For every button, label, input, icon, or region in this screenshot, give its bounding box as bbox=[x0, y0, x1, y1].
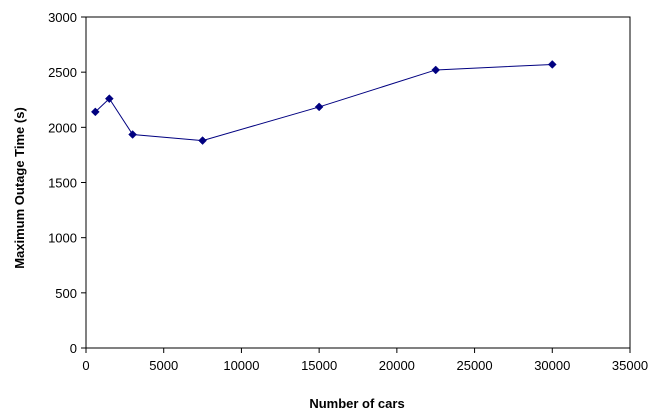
data-point-marker bbox=[431, 65, 441, 75]
data-point-marker bbox=[198, 136, 207, 145]
series-line bbox=[94, 63, 553, 142]
x-tick-label: 5000 bbox=[149, 358, 178, 373]
x-tick-label: 0 bbox=[82, 358, 89, 373]
y-axis-ticks: 0 500 1000 1500 2000 2500 3000 bbox=[48, 10, 86, 356]
x-tick-label: 10000 bbox=[223, 358, 259, 373]
y-tick-label: 2000 bbox=[48, 120, 77, 135]
x-axis-ticks: 0 5000 10000 15000 20000 25000 30000 35000 bbox=[82, 348, 648, 373]
data-point-marker bbox=[128, 130, 137, 139]
y-tick-label: 3000 bbox=[48, 10, 77, 25]
series-layer bbox=[90, 60, 557, 145]
y-tick-label: 1000 bbox=[48, 231, 77, 246]
y-tick-label: 1500 bbox=[48, 176, 77, 191]
x-tick-label: 35000 bbox=[612, 358, 648, 373]
x-tick-label: 20000 bbox=[379, 358, 415, 373]
x-tick-label: 15000 bbox=[301, 358, 337, 373]
y-tick-label: 2500 bbox=[48, 65, 77, 80]
data-point-marker bbox=[547, 60, 557, 69]
data-point-marker bbox=[90, 107, 100, 117]
data-point-marker bbox=[314, 102, 324, 112]
x-axis-title: Number of cars bbox=[309, 396, 404, 411]
data-point-marker bbox=[104, 94, 114, 104]
y-tick-label: 500 bbox=[55, 286, 77, 301]
x-tick-label: 25000 bbox=[456, 358, 492, 373]
y-axis-title: Maximum Outage Time (s) bbox=[12, 107, 27, 269]
y-tick-label: 0 bbox=[70, 341, 77, 356]
plot-area-frame bbox=[85, 16, 631, 349]
x-tick-label: 30000 bbox=[534, 358, 570, 373]
